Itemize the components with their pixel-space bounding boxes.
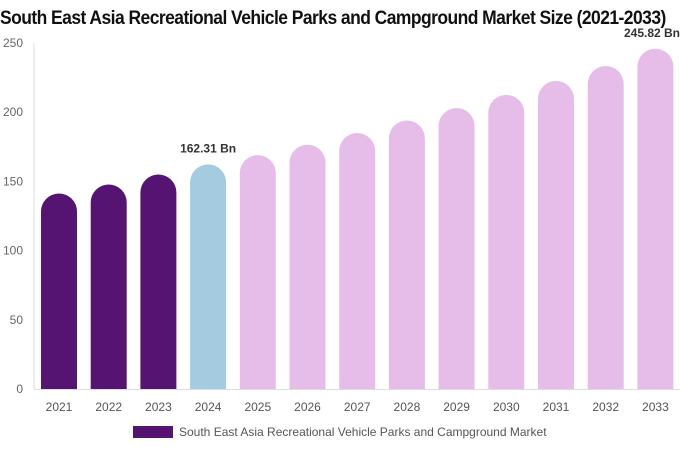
legend[interactable]: South East Asia Recreational Vehicle Par… (133, 425, 547, 439)
y-tick-label: 50 (10, 313, 24, 327)
chart-title: South East Asia Recreational Vehicle Par… (0, 8, 666, 29)
x-tick-label: 2031 (543, 400, 570, 414)
x-tick-label: 2026 (294, 400, 321, 414)
y-tick-label: 0 (16, 382, 23, 396)
bar-2022 (90, 184, 127, 389)
data-label: 245.82 Bn (624, 26, 680, 40)
legend-swatch (133, 426, 173, 438)
legend-label: South East Asia Recreational Vehicle Par… (179, 425, 547, 439)
x-tick-label: 2027 (344, 400, 371, 414)
bar-2021 (41, 193, 77, 389)
data-label: 162.31 Bn (180, 141, 236, 155)
x-tick-label: 2022 (95, 400, 122, 414)
x-tick-label: 2030 (493, 400, 520, 414)
bar-2031 (538, 80, 574, 389)
x-tick-label: 2032 (592, 400, 619, 414)
bar-2026 (289, 144, 326, 389)
bar-2029 (438, 108, 475, 389)
bar-2028 (388, 120, 425, 389)
y-tick-label: 250 (3, 36, 23, 50)
x-tick-label: 2023 (145, 400, 172, 414)
bar-2023 (140, 174, 177, 389)
x-tick-label: 2028 (394, 400, 421, 414)
bar-2032 (587, 65, 624, 390)
x-tick-label: 2025 (244, 400, 271, 414)
bar-2024 (190, 164, 227, 389)
y-tick-label: 150 (3, 174, 23, 188)
bar-2030 (488, 94, 525, 389)
x-tick-label: 2029 (443, 400, 470, 414)
x-tick-label: 2033 (642, 400, 669, 414)
y-tick-label: 200 (3, 105, 23, 119)
y-tick-label: 100 (3, 244, 23, 258)
x-tick-label: 2021 (46, 400, 73, 414)
bar-2033 (637, 48, 674, 389)
bar-2027 (339, 132, 376, 389)
bar-2025 (239, 155, 276, 389)
x-tick-label: 2024 (195, 400, 222, 414)
